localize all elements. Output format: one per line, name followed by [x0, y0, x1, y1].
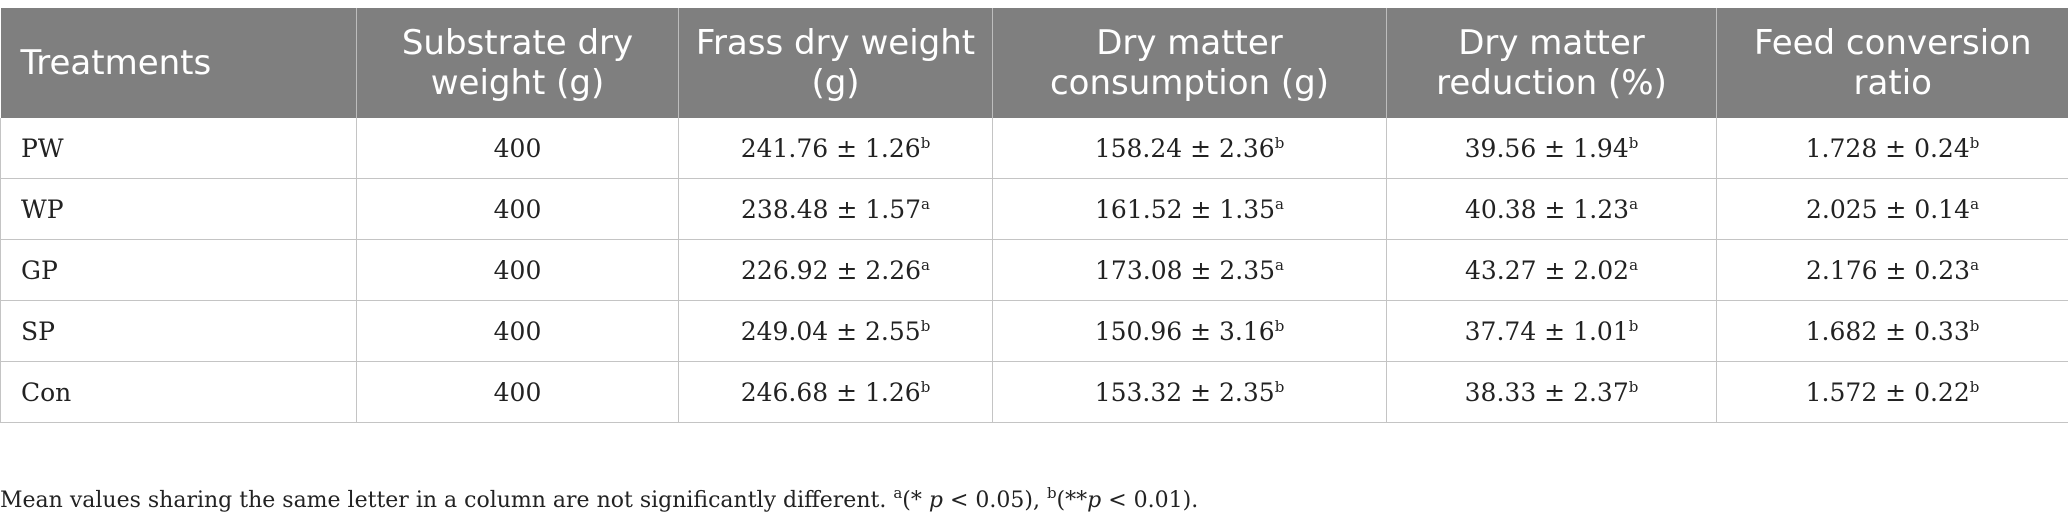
cell-treatment: Con	[0, 361, 357, 423]
cell-value: 246.68 ± 1.26	[740, 377, 921, 407]
header-dry-matter-reduction: Dry matter reduction (%)	[1386, 8, 1717, 118]
significance-letter: a	[1970, 194, 1980, 213]
results-table: Treatments Substrate dry weight (g) Fras…	[0, 8, 2068, 423]
significance-letter: b	[1969, 316, 1980, 335]
cell-value: 1.572 ± 0.22	[1805, 377, 1970, 407]
cell-value: 2.176 ± 0.23	[1805, 255, 1971, 285]
cell-value: 38.33 ± 2.37	[1464, 377, 1629, 407]
cell-value: 238.48 ± 1.57	[741, 194, 922, 224]
significance-letter: b	[1274, 316, 1285, 335]
cell-value: 37.74 ± 1.01	[1464, 316, 1629, 346]
cell-fcr: 1.682 ± 0.33b	[1716, 300, 2068, 362]
significance-letter: b	[1628, 377, 1639, 396]
cell-frass: 249.04 ± 2.55b	[678, 300, 993, 362]
significance-letter: b	[1274, 133, 1285, 152]
cell-treatment: SP	[0, 300, 357, 362]
significance-letter: b	[920, 377, 931, 396]
cell-frass: 238.48 ± 1.57a	[678, 178, 993, 240]
significance-letter: b	[1274, 377, 1285, 396]
table-row: SP 400 249.04 ± 2.55b 150.96 ± 3.16b 37.…	[0, 300, 2068, 362]
cell-reduction: 38.33 ± 2.37b	[1386, 361, 1717, 423]
significance-letter: b	[920, 316, 931, 335]
cell-reduction: 43.27 ± 2.02a	[1386, 239, 1717, 301]
cell-fcr: 2.176 ± 0.23a	[1716, 239, 2068, 301]
footnote-sup-b: b	[1046, 484, 1057, 502]
cell-frass: 246.68 ± 1.26b	[678, 361, 993, 423]
cell-value: 249.04 ± 2.55	[740, 316, 921, 346]
cell-value: 173.08 ± 2.35	[1095, 255, 1276, 285]
significance-letter: a	[1275, 255, 1284, 274]
cell-value: 226.92 ± 2.26	[741, 255, 922, 285]
significance-letter: b	[920, 133, 931, 152]
significance-letter: a	[921, 194, 930, 213]
significance-letter: b	[1628, 133, 1639, 152]
cell-consumption: 153.32 ± 2.35b	[992, 361, 1387, 423]
footnote-note-a-close: < 0.05),	[942, 488, 1047, 513]
table-footnote: Mean values sharing the same letter in a…	[0, 486, 1199, 514]
cell-frass: 226.92 ± 2.26a	[678, 239, 993, 301]
significance-letter: a	[1275, 194, 1284, 213]
cell-consumption: 173.08 ± 2.35a	[992, 239, 1387, 301]
cell-consumption: 150.96 ± 3.16b	[992, 300, 1387, 362]
significance-letter: b	[1969, 133, 1980, 152]
footnote-p-b: p	[1087, 488, 1102, 513]
footnote-note-b-close: < 0.01).	[1101, 488, 1199, 513]
cell-fcr: 1.728 ± 0.24b	[1716, 118, 2068, 179]
cell-substrate: 400	[356, 300, 679, 362]
footnote-note-a-open: (*	[902, 488, 929, 513]
cell-treatment: WP	[0, 178, 357, 240]
cell-consumption: 158.24 ± 2.36b	[992, 118, 1387, 179]
table-row: PW 400 241.76 ± 1.26b 158.24 ± 2.36b 39.…	[0, 118, 2068, 179]
table-row: Con 400 246.68 ± 1.26b 153.32 ± 2.35b 38…	[0, 361, 2068, 423]
cell-substrate: 400	[356, 178, 679, 240]
cell-reduction: 40.38 ± 1.23a	[1386, 178, 1717, 240]
cell-treatment: GP	[0, 239, 357, 301]
cell-reduction: 37.74 ± 1.01b	[1386, 300, 1717, 362]
cell-value: 161.52 ± 1.35	[1095, 194, 1276, 224]
cell-value: 40.38 ± 1.23	[1464, 194, 1630, 224]
significance-letter: b	[1628, 316, 1639, 335]
header-substrate-dry-weight: Substrate dry weight (g)	[356, 8, 679, 118]
cell-consumption: 161.52 ± 1.35a	[992, 178, 1387, 240]
header-frass-dry-weight: Frass dry weight (g)	[678, 8, 993, 118]
cell-fcr: 2.025 ± 0.14a	[1716, 178, 2068, 240]
footnote-p-a: p	[928, 488, 943, 513]
cell-value: 2.025 ± 0.14	[1805, 194, 1971, 224]
significance-letter: a	[1629, 255, 1639, 274]
significance-letter: a	[1629, 194, 1639, 213]
header-treatments: Treatments	[0, 8, 357, 118]
cell-value: 39.56 ± 1.94	[1464, 133, 1629, 163]
footnote-text: Mean values sharing the same letter in a…	[0, 488, 887, 513]
cell-value: 153.32 ± 2.35	[1094, 377, 1275, 407]
cell-value: 241.76 ± 1.26	[740, 133, 921, 163]
header-feed-conversion-ratio: Feed conversion ratio	[1716, 8, 2068, 118]
significance-letter: a	[1970, 255, 1980, 274]
table-row: GP 400 226.92 ± 2.26a 173.08 ± 2.35a 43.…	[0, 239, 2068, 301]
cell-substrate: 400	[356, 239, 679, 301]
cell-value: 1.682 ± 0.33	[1805, 316, 1970, 346]
footnote-sup-a: a	[893, 484, 903, 502]
cell-reduction: 39.56 ± 1.94b	[1386, 118, 1717, 179]
cell-value: 158.24 ± 2.36	[1094, 133, 1275, 163]
cell-substrate: 400	[356, 118, 679, 179]
cell-value: 150.96 ± 3.16	[1094, 316, 1275, 346]
cell-value: 43.27 ± 2.02	[1464, 255, 1630, 285]
significance-letter: b	[1969, 377, 1980, 396]
cell-treatment: PW	[0, 118, 357, 179]
cell-fcr: 1.572 ± 0.22b	[1716, 361, 2068, 423]
table-row: WP 400 238.48 ± 1.57a 161.52 ± 1.35a 40.…	[0, 178, 2068, 240]
significance-letter: a	[921, 255, 930, 274]
header-dry-matter-consumption: Dry matter consumption (g)	[992, 8, 1387, 118]
header-row: Treatments Substrate dry weight (g) Fras…	[0, 8, 2068, 118]
cell-frass: 241.76 ± 1.26b	[678, 118, 993, 179]
results-table-container: Treatments Substrate dry weight (g) Fras…	[0, 8, 2068, 423]
cell-value: 1.728 ± 0.24	[1805, 133, 1970, 163]
cell-substrate: 400	[356, 361, 679, 423]
footnote-note-b-open: (**	[1056, 488, 1088, 513]
